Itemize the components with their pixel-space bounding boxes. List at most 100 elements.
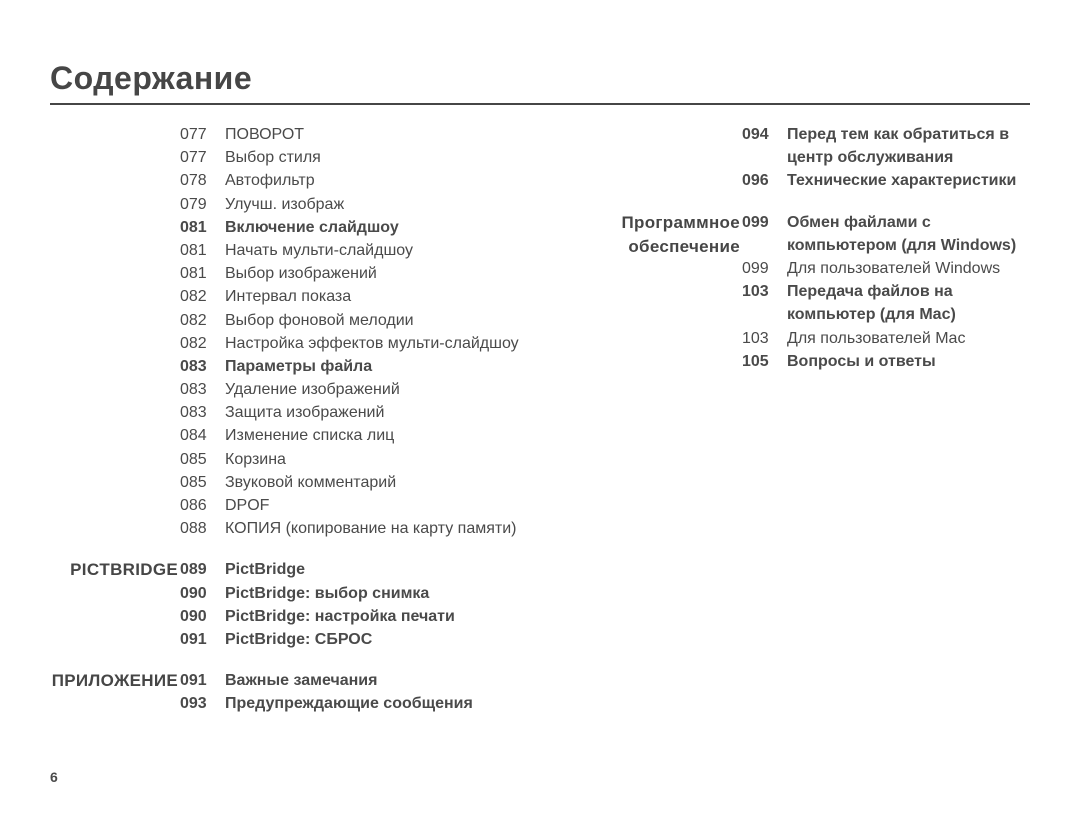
toc-page: 085	[180, 448, 225, 471]
toc-row: 105Вопросы и ответы	[582, 350, 1030, 373]
toc-label: Настройка эффектов мульти-слайдшоу	[225, 332, 542, 355]
toc-page: 094	[742, 123, 787, 146]
page-title: Содержание	[50, 60, 1030, 105]
toc-page: 099	[742, 257, 787, 280]
toc-label: Выбор фоновой мелодии	[225, 309, 542, 332]
toc-row: 083Защита изображений	[50, 401, 542, 424]
toc-column-left: 077ПОВОРОТ077Выбор стиля078Автофильтр079…	[50, 123, 542, 716]
toc-row: 096Технические характеристики	[582, 169, 1030, 192]
toc-row: 082Настройка эффектов мульти-слайдшоу	[50, 332, 542, 355]
toc-row: 077Выбор стиля	[50, 146, 542, 169]
spacer	[50, 540, 542, 558]
toc-page: 096	[742, 169, 787, 192]
toc-label: Звуковой комментарий	[225, 471, 542, 494]
toc-row: 103Передача файлов на компьютер (для Mac…	[582, 280, 1030, 326]
toc-row: 088КОПИЯ (копирование на карту памяти)	[50, 517, 542, 540]
toc-label: Автофильтр	[225, 169, 542, 192]
toc-column-right: 094Перед тем как обратиться в центр обсл…	[582, 123, 1030, 716]
toc-row: 091PictBridge: СБРОС	[50, 628, 542, 651]
toc-label: Удаление изображений	[225, 378, 542, 401]
toc-row: 082Выбор фоновой мелодии	[50, 309, 542, 332]
toc-page: 081	[180, 262, 225, 285]
toc-page: 086	[180, 494, 225, 517]
toc-page: 083	[180, 355, 225, 378]
toc-page: 091	[180, 628, 225, 651]
toc-row: 085Корзина	[50, 448, 542, 471]
toc-row: 084Изменение списка лиц	[50, 424, 542, 447]
toc-row: 085Звуковой комментарий	[50, 471, 542, 494]
toc-row: 083Удаление изображений	[50, 378, 542, 401]
toc-row: 083Параметры файла	[50, 355, 542, 378]
toc-page: 081	[180, 216, 225, 239]
toc-page: 105	[742, 350, 787, 373]
toc-label: Технические характеристики	[787, 169, 1030, 192]
toc-label: PictBridge	[225, 558, 542, 581]
toc-label: Корзина	[225, 448, 542, 471]
page-number: 6	[50, 769, 58, 785]
toc-row: 081Включение слайдшоу	[50, 216, 542, 239]
toc-page: 093	[180, 692, 225, 715]
toc-label: Важные замечания	[225, 669, 542, 692]
toc-label: КОПИЯ (копирование на карту памяти)	[225, 517, 542, 540]
toc-page: 103	[742, 327, 787, 350]
toc-row: 090PictBridge: настройка печати	[50, 605, 542, 628]
toc-page: 082	[180, 285, 225, 308]
toc-row: 103Для пользователей Mac	[582, 327, 1030, 350]
toc-page: 103	[742, 280, 787, 303]
toc-label: Для пользователей Windows	[787, 257, 1030, 280]
toc-label: Обмен файлами с компьютером (для Windows…	[787, 211, 1030, 257]
toc-row: 081Выбор изображений	[50, 262, 542, 285]
toc-label: Параметры файла	[225, 355, 542, 378]
section-label: Программное обеспечение	[582, 211, 740, 260]
toc-row: 094Перед тем как обратиться в центр обсл…	[582, 123, 1030, 169]
spacer	[582, 193, 1030, 211]
toc-label: DPOF	[225, 494, 542, 517]
toc-label: Начать мульти-слайдшоу	[225, 239, 542, 262]
toc-page: 091	[180, 669, 225, 692]
toc-label: PictBridge: настройка печати	[225, 605, 542, 628]
toc-row: ПРИЛОЖЕНИЕ091Важные замечания	[50, 669, 542, 692]
toc-label: PictBridge: СБРОС	[225, 628, 542, 651]
toc-page: 081	[180, 239, 225, 262]
toc-label: Изменение списка лиц	[225, 424, 542, 447]
toc-page: 082	[180, 309, 225, 332]
toc-page: 089	[180, 558, 225, 581]
toc-page: 083	[180, 378, 225, 401]
toc-label: Передача файлов на компьютер (для Mac)	[787, 280, 1030, 326]
toc-label: Вопросы и ответы	[787, 350, 1030, 373]
toc-page: 077	[180, 146, 225, 169]
toc-row: 079Улучш. изображ	[50, 193, 542, 216]
toc-label: Предупреждающие сообщения	[225, 692, 542, 715]
toc-page: 090	[180, 582, 225, 605]
toc-label: Защита изображений	[225, 401, 542, 424]
toc-label: Для пользователей Mac	[787, 327, 1030, 350]
toc-label: PictBridge: выбор снимка	[225, 582, 542, 605]
toc-page: 099	[742, 211, 787, 234]
toc-label: Выбор изображений	[225, 262, 542, 285]
toc-label: Выбор стиля	[225, 146, 542, 169]
toc-label: Интервал показа	[225, 285, 542, 308]
toc-row: 099Для пользователей Windows	[582, 257, 1030, 280]
spacer	[50, 651, 542, 669]
toc-page: 088	[180, 517, 225, 540]
toc-row: 086DPOF	[50, 494, 542, 517]
toc-row: PICTBRIDGE089PictBridge	[50, 558, 542, 581]
toc-page: 083	[180, 401, 225, 424]
toc-row: 093Предупреждающие сообщения	[50, 692, 542, 715]
toc-row: 078Автофильтр	[50, 169, 542, 192]
toc-row: Программное обеспечение099Обмен файлами …	[582, 211, 1030, 257]
toc-page: 079	[180, 193, 225, 216]
toc-row: 077ПОВОРОТ	[50, 123, 542, 146]
section-label: ПРИЛОЖЕНИЕ	[50, 669, 178, 694]
toc-columns: 077ПОВОРОТ077Выбор стиля078Автофильтр079…	[50, 123, 1030, 716]
toc-label: ПОВОРОТ	[225, 123, 542, 146]
toc-page: 078	[180, 169, 225, 192]
toc-page: 082	[180, 332, 225, 355]
toc-label: Включение слайдшоу	[225, 216, 542, 239]
toc-page: 084	[180, 424, 225, 447]
toc-row: 082Интервал показа	[50, 285, 542, 308]
toc-label: Перед тем как обратиться в центр обслужи…	[787, 123, 1030, 169]
toc-page: 090	[180, 605, 225, 628]
toc-page: 077	[180, 123, 225, 146]
toc-page: 085	[180, 471, 225, 494]
